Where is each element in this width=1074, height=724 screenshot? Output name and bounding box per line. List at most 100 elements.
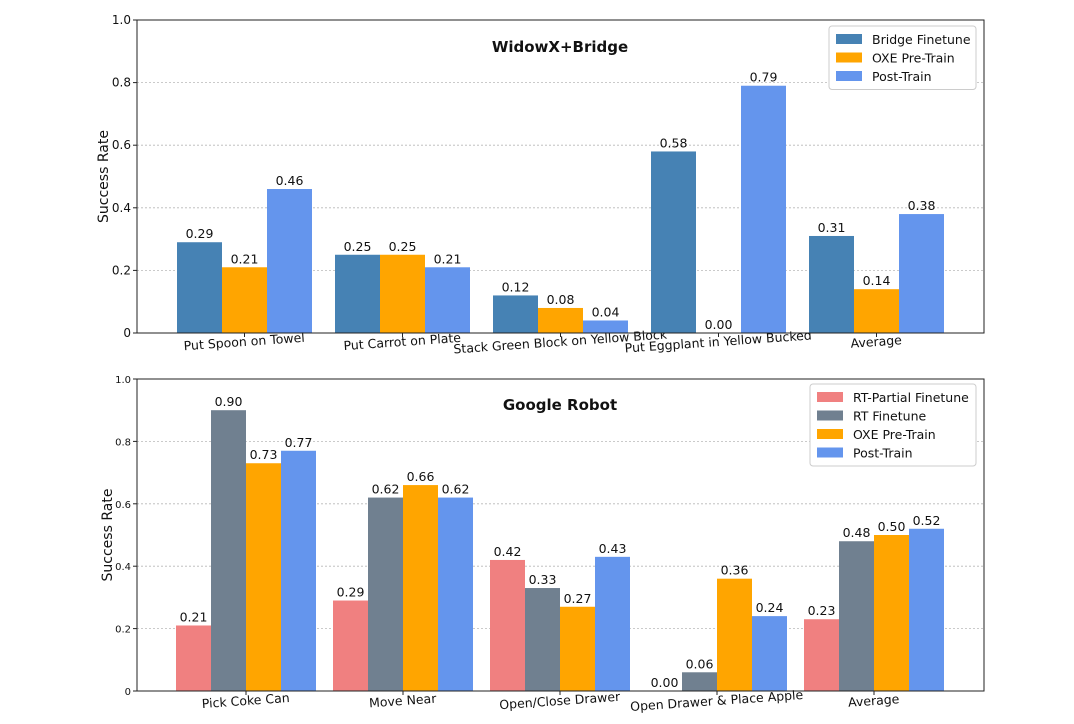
bar	[909, 528, 944, 691]
data-label: 0.29	[337, 585, 365, 600]
data-label: 0.62	[442, 482, 470, 497]
legend-swatch	[817, 447, 843, 458]
data-label: 0.43	[599, 541, 627, 556]
data-label: 0.21	[180, 609, 208, 624]
bar	[538, 307, 583, 333]
legend-box	[809, 383, 977, 467]
data-label: 0.14	[863, 273, 891, 288]
y-tick-label: 0.8	[115, 437, 131, 448]
bar	[438, 497, 473, 691]
bar	[741, 85, 786, 333]
data-label: 0.33	[529, 572, 557, 587]
y-tick-label: 0.8	[112, 76, 131, 90]
data-label: 0.38	[908, 198, 936, 213]
category-label: Average	[848, 691, 901, 710]
category-label: Move Near	[369, 691, 438, 711]
chart-title: WidowX+Bridge	[492, 38, 628, 56]
bar	[222, 267, 267, 333]
bar	[267, 189, 312, 333]
data-label: 0.04	[592, 304, 620, 319]
bar	[874, 535, 909, 691]
bar	[809, 235, 854, 333]
data-label: 0.21	[434, 251, 462, 266]
data-label: 0.66	[407, 469, 435, 484]
y-tick-label: 0.4	[115, 562, 131, 573]
data-label: 0.23	[808, 603, 836, 618]
bar	[854, 289, 899, 333]
bar	[525, 588, 560, 691]
plot-frame	[136, 19, 985, 334]
data-label: 0.62	[372, 482, 400, 497]
legend-box	[828, 25, 977, 90]
legend-entry: Bridge Finetune	[872, 32, 971, 47]
bar	[281, 450, 316, 691]
data-label: 0.46	[276, 173, 304, 188]
data-label: 0.52	[913, 513, 941, 528]
data-label: 0.00	[705, 317, 733, 332]
legend-swatch	[836, 71, 862, 81]
data-label: 0.08	[547, 292, 575, 307]
data-label: 0.36	[721, 563, 749, 578]
legend-entry: Post-Train	[872, 69, 932, 84]
legend-entry: Post-Train	[853, 446, 913, 461]
y-tick-label: 0.2	[112, 263, 131, 277]
category-label: Average	[850, 332, 903, 351]
bar	[651, 151, 696, 333]
bar	[380, 254, 425, 333]
data-label: 0.73	[250, 447, 278, 462]
y-tick-label: 0	[123, 326, 131, 340]
bar	[752, 616, 787, 691]
bar	[176, 625, 211, 691]
data-label: 0.25	[344, 239, 372, 254]
bar	[595, 556, 630, 691]
y-tick-label: 1.0	[112, 13, 131, 27]
bar	[490, 559, 525, 691]
y-tick-label: 0.4	[112, 201, 131, 215]
plot-frame	[136, 378, 985, 692]
category-label: Pick Coke Can	[201, 690, 290, 711]
data-label: 0.27	[564, 591, 592, 606]
bar	[899, 214, 944, 333]
legend-swatch	[817, 410, 843, 421]
legend-entry: OXE Pre-Train	[853, 427, 936, 442]
bar	[335, 254, 380, 333]
y-tick-label: 0.6	[112, 138, 131, 152]
bar	[177, 242, 222, 333]
legend-swatch	[836, 34, 862, 44]
legend-swatch	[817, 392, 843, 402]
data-label: 0.00	[651, 675, 679, 690]
data-label: 0.12	[502, 279, 530, 294]
data-label: 0.90	[215, 394, 243, 409]
data-label: 0.58	[660, 135, 688, 150]
bar	[560, 606, 595, 691]
data-label: 0.29	[186, 226, 214, 241]
data-label: 0.21	[231, 251, 259, 266]
data-label: 0.42	[494, 544, 522, 559]
bar	[682, 672, 717, 691]
bar	[333, 600, 368, 691]
data-label: 0.06	[686, 656, 714, 671]
data-label: 0.50	[878, 519, 906, 534]
y-axis-label: Success Rate	[100, 489, 116, 582]
legend-swatch	[836, 52, 862, 63]
data-label: 0.48	[843, 525, 871, 540]
bar	[246, 463, 281, 691]
bar	[211, 410, 246, 691]
bar	[403, 485, 438, 691]
y-tick-label: 0	[125, 687, 131, 698]
chart-title: Google Robot	[503, 396, 617, 414]
y-tick-label: 1.0	[115, 375, 131, 386]
data-label: 0.24	[756, 600, 784, 615]
data-label: 0.77	[285, 435, 313, 450]
y-tick-label: 0.6	[115, 500, 131, 511]
data-label: 0.25	[389, 239, 417, 254]
data-label: 0.79	[750, 70, 778, 85]
bar	[583, 320, 628, 333]
bar	[804, 619, 839, 691]
legend-entry: OXE Pre-Train	[872, 51, 955, 66]
bar	[839, 541, 874, 691]
data-label: 0.31	[818, 220, 846, 235]
